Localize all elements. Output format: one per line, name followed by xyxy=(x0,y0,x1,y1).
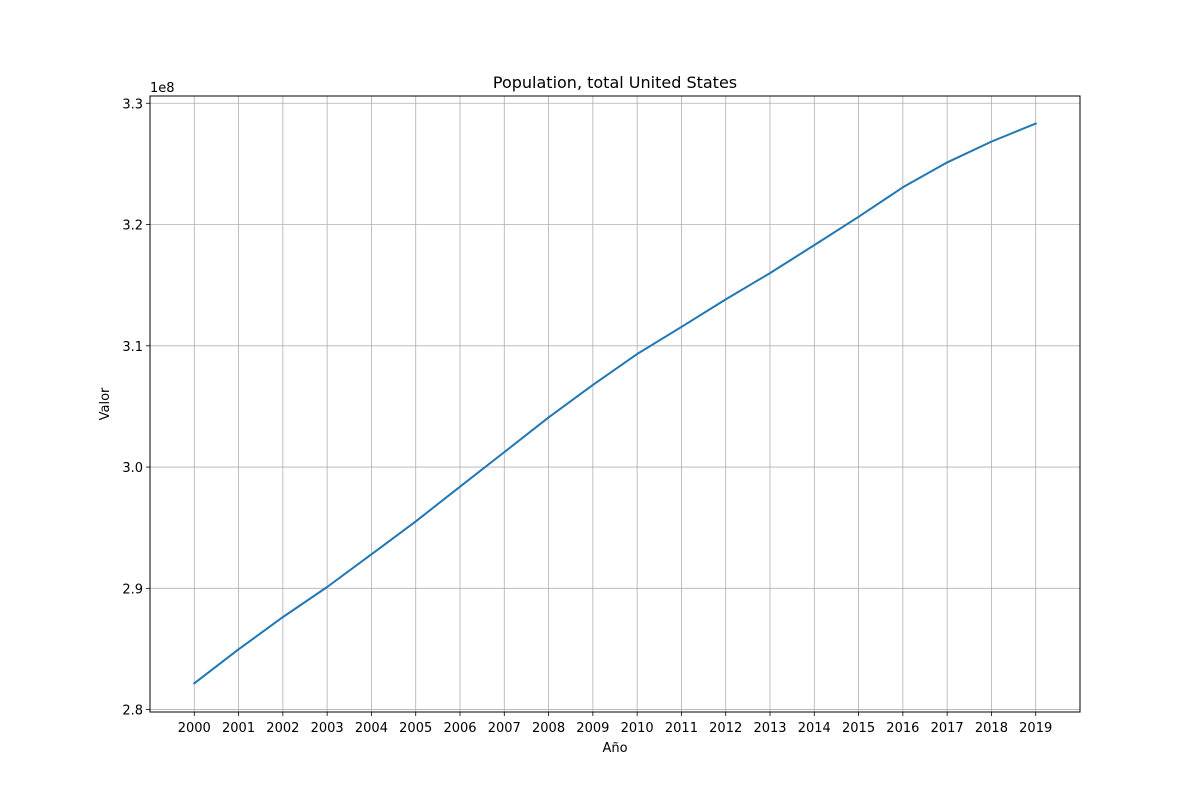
x-tick-label: 2012 xyxy=(709,721,742,736)
x-tick-label: 2015 xyxy=(842,721,875,736)
y-offset-label: 1e8 xyxy=(150,81,175,96)
series-line-0 xyxy=(192,122,1038,685)
x-tick-label: 2019 xyxy=(1019,721,1052,736)
x-tick-label: 2002 xyxy=(266,721,299,736)
y-tick-label: 3.2 xyxy=(122,219,143,234)
x-tick-label: 2010 xyxy=(621,721,654,736)
ticks: 2000 2001 2002 2003 2004 2005 2006 2007 2008 2009… xyxy=(122,97,1052,736)
x-tick-label: 2016 xyxy=(886,721,919,736)
x-tick-label: 2017 xyxy=(931,721,964,736)
x-tick-label: 2018 xyxy=(975,721,1008,736)
grid xyxy=(150,96,1080,712)
y-tick-label: 2.9 xyxy=(122,582,143,597)
x-axis-label: Año xyxy=(602,741,627,756)
x-tick-label: 2011 xyxy=(665,721,698,736)
x-tick-label: 2000 xyxy=(178,721,211,736)
x-tick-label: 2001 xyxy=(222,721,255,736)
x-tick-label: 2007 xyxy=(488,721,521,736)
plot-frame xyxy=(149,95,1081,713)
chart-title: Population, total United States xyxy=(493,73,737,92)
x-tick-label: 2006 xyxy=(443,721,476,736)
series-layer xyxy=(192,122,1038,685)
x-tick-label: 2003 xyxy=(311,721,344,736)
y-tick-label: 2.8 xyxy=(122,704,143,719)
x-tick-label: 2008 xyxy=(532,721,565,736)
y-tick-label: 3.0 xyxy=(122,461,143,476)
x-tick-label: 2013 xyxy=(753,721,786,736)
x-tick-label: 2005 xyxy=(399,721,432,736)
y-tick-label: 3.1 xyxy=(122,340,143,355)
x-tick-label: 2014 xyxy=(798,721,831,736)
y-axis-label: Valor xyxy=(98,387,113,420)
y-tick-label: 3.3 xyxy=(122,97,143,112)
x-tick-label: 2004 xyxy=(355,721,388,736)
x-tick-label: 2009 xyxy=(576,721,609,736)
